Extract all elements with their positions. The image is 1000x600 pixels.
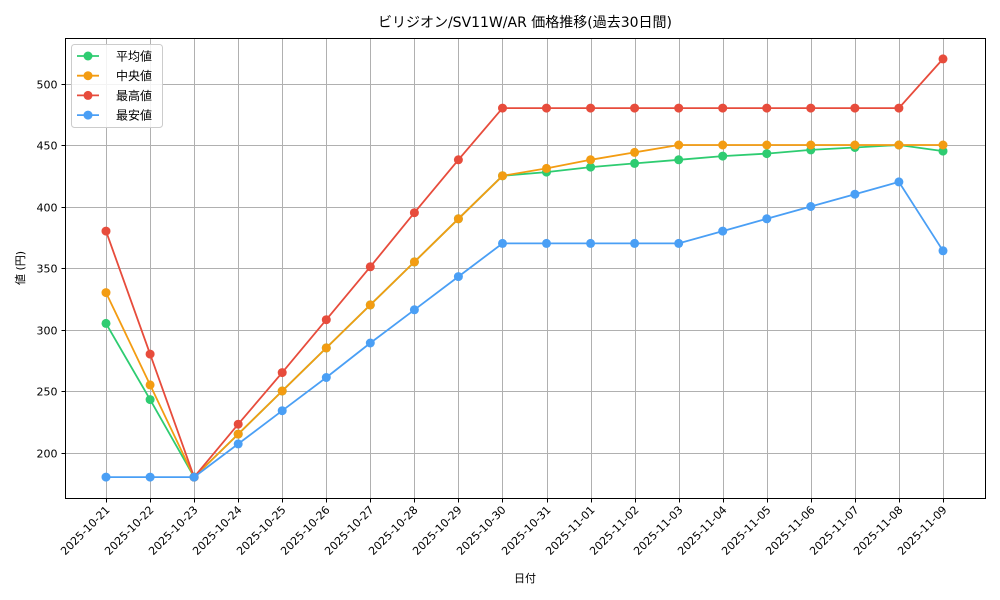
data-point [850,103,860,113]
data-point [542,163,551,173]
data-point [718,140,728,150]
data-point [365,338,375,348]
data-point [101,318,111,328]
data-point [718,103,728,113]
data-point [453,214,463,224]
data-point [938,246,948,256]
data-point [586,162,596,172]
chart-title: ビリジオン/SV11W/AR 価格推移(過去30日間) [378,15,672,31]
data-point [409,257,419,267]
data-point [674,103,684,113]
data-point [630,103,640,113]
data-point [586,155,596,165]
data-point [850,189,860,199]
data-point [542,103,551,113]
legend-marker-icon [83,51,93,61]
series-最安値 [101,177,948,482]
data-point [498,103,507,113]
legend-label: 最安値 [116,108,152,123]
data-point [586,103,596,113]
data-series [101,54,948,482]
x-axis-label: 日付 [514,572,536,585]
data-point [365,262,375,272]
data-point [409,208,419,218]
legend-label: 最高値 [116,88,152,103]
series-平均値 [101,140,948,482]
data-point [630,238,640,248]
y-tick-label: 450 [37,140,58,153]
data-point [101,288,111,298]
series-最高値 [101,54,948,482]
y-axis-ticks: 200 250 300 350 400 450 500 [37,79,66,461]
series-中央値 [101,140,948,482]
data-point [542,238,551,248]
data-point [233,439,243,449]
data-point [674,238,684,248]
series-line [106,180,944,479]
data-point [233,429,243,439]
data-point [762,140,772,150]
legend-marker-icon [83,71,93,81]
data-point [718,226,728,236]
y-tick-label: 400 [37,202,58,215]
data-point [321,315,331,325]
data-point [806,202,816,211]
data-point [674,140,684,150]
data-point [321,343,331,353]
data-point [101,226,111,236]
data-point [586,238,596,248]
data-point [806,140,816,150]
data-point [277,386,287,396]
series-line [105,144,944,479]
data-point [409,305,419,315]
data-point [894,177,904,187]
data-point [145,349,155,359]
data-point [189,472,199,482]
data-point [498,171,507,181]
y-tick-label: 250 [37,386,58,399]
data-point [762,149,772,159]
data-point [762,103,772,113]
series-line [105,144,943,479]
data-point [498,238,507,248]
data-point [277,406,287,416]
data-point [630,147,640,157]
data-point [762,214,772,224]
data-point [850,140,860,150]
data-point [674,155,684,165]
data-point [806,103,816,113]
data-point [894,140,904,150]
data-point [145,395,155,405]
y-tick-label: 350 [37,263,58,276]
legend-marker-icon [83,90,93,100]
x-axis-ticks: 2025-10-212025-10-222025-10-232025-10-24… [58,498,950,558]
y-tick-label: 300 [37,325,58,338]
data-point [145,380,155,390]
data-point [718,151,728,161]
series-line [105,58,944,479]
data-point [894,103,904,113]
data-point [233,419,243,429]
legend-label: 中央値 [116,68,152,83]
data-point [938,54,948,64]
data-point [938,140,948,150]
y-axis-label: 値 (円) [14,251,27,285]
data-point [365,300,375,310]
data-point [630,158,640,168]
data-point [321,373,331,382]
legend-box [71,44,163,128]
legend-label: 平均値 [116,49,152,64]
data-point [145,472,155,482]
legend-marker-icon [83,110,93,120]
y-tick-label: 200 [37,448,58,461]
data-point [453,272,463,282]
data-point [277,368,287,378]
data-point [101,472,111,482]
data-point [453,155,463,165]
y-tick-label: 500 [37,79,58,92]
